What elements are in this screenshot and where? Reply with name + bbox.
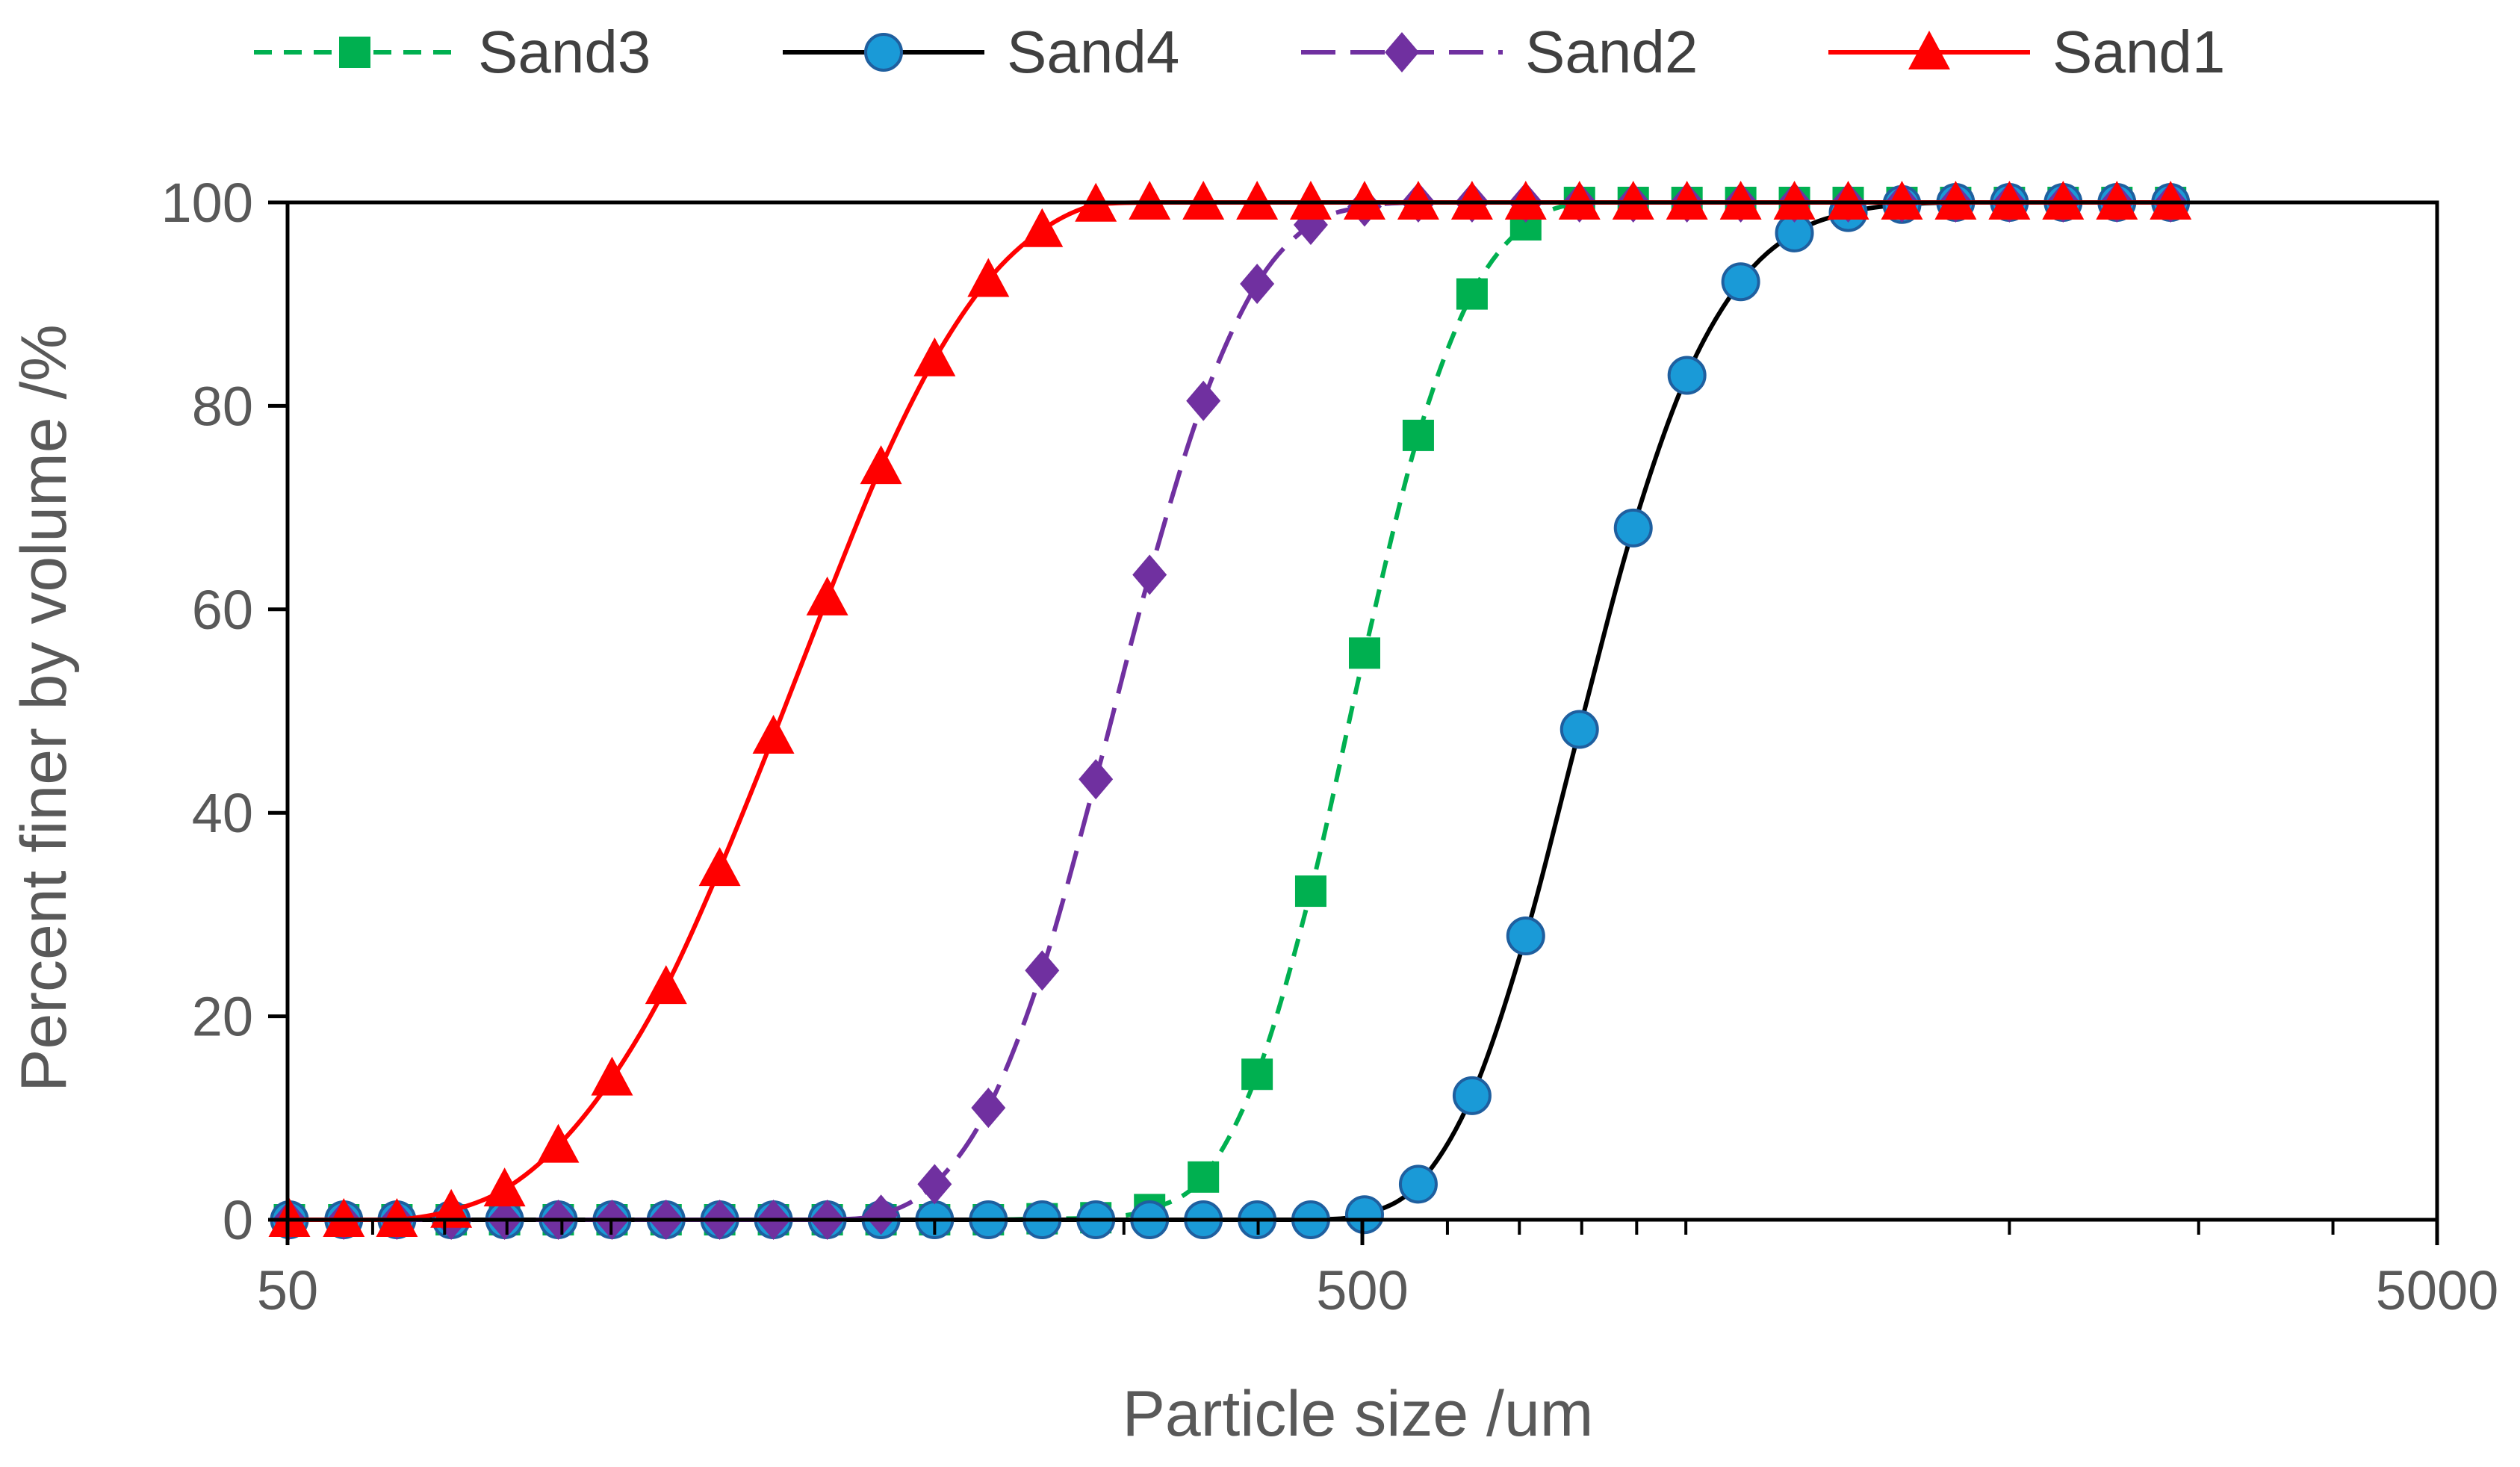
data-point-sand1: [1450, 181, 1493, 220]
y-tick-label: 60: [192, 579, 253, 641]
data-point-sand3: [1294, 875, 1326, 908]
data-point-sand1: [1504, 181, 1547, 220]
series-sand4: [270, 183, 2191, 1239]
legend-entry-sand4: Sand4: [783, 19, 1179, 85]
data-point-sand1: [537, 1123, 580, 1163]
data-point-sand1: [1558, 181, 1601, 220]
data-point-sand1: [1021, 208, 1064, 247]
data-point-sand2: [971, 1088, 1006, 1129]
series-line-sand1: [289, 199, 2171, 1223]
data-point-sand1: [591, 1056, 633, 1096]
data-point-sand2: [1240, 263, 1275, 304]
axes: 0 20 40 60 80 100 50 500 5000: [161, 172, 2499, 1321]
data-point-sand1: [323, 1198, 365, 1237]
data-point-sand2: [1079, 759, 1114, 800]
data-point-sand4: [1452, 1076, 1492, 1115]
series-sand3: [273, 187, 2187, 1235]
data-point-sand2: [863, 1194, 899, 1235]
data-point-sand4: [1613, 508, 1653, 548]
x-tick-label: 50: [257, 1259, 318, 1321]
legend-label-sand1: Sand1: [2052, 19, 2225, 85]
y-tick-label: 20: [192, 986, 253, 1048]
data-point-sand1: [2150, 181, 2192, 220]
data-point-sand2: [1186, 380, 1221, 421]
data-point-sand1: [913, 337, 956, 376]
data-point-sand3: [1348, 637, 1380, 669]
y-tick-label: 80: [192, 375, 253, 437]
data-point-sand1: [1988, 181, 2031, 220]
data-point-sand1: [806, 576, 848, 615]
data-point-sand1: [1827, 181, 1869, 220]
data-point-sand1: [1612, 181, 1654, 220]
data-point-sand1: [1666, 181, 1708, 220]
data-point-sand1: [1934, 181, 1977, 220]
data-point-sand4: [1721, 262, 1760, 302]
data-point-sand1: [698, 847, 741, 887]
y-axis-title: Percent finer by volume /%: [8, 324, 80, 1092]
y-tick-label: 40: [192, 782, 253, 844]
data-point-sand1: [967, 258, 1010, 297]
data-point-sand1: [376, 1198, 418, 1237]
data-point-sand1: [2096, 181, 2138, 220]
data-point-sand3: [1456, 278, 1488, 310]
data-point-sand2: [1132, 554, 1167, 595]
data-point-sand1: [1129, 181, 1171, 220]
y-tick-label: 0: [223, 1189, 253, 1251]
legend-marker-sand3: [339, 37, 370, 68]
data-point-sand3: [1241, 1058, 1273, 1091]
data-point-sand1: [752, 715, 795, 754]
data-point-sand1: [860, 445, 902, 485]
data-point-sand1: [1881, 181, 1923, 220]
legend: Sand3 Sand4 Sand2 Sand1: [254, 19, 2225, 85]
legend-entry-sand1: Sand1: [1828, 19, 2225, 85]
data-point-sand3: [1188, 1161, 1220, 1193]
data-point-sand4: [1398, 1164, 1438, 1204]
data-point-sand1: [2042, 181, 2085, 220]
x-axis-title: Particle size /um: [1123, 1378, 1594, 1450]
data-point-sand1: [1343, 181, 1385, 220]
data-point-sand1: [1773, 181, 1816, 220]
legend-entry-sand3: Sand3: [254, 19, 651, 85]
data-point-sand1: [1289, 181, 1332, 220]
y-tick-label: 100: [161, 172, 253, 234]
data-point-sand4: [1344, 1195, 1384, 1235]
data-point-sand4: [1506, 917, 1545, 956]
series-line-sand3: [289, 199, 2171, 1223]
data-point-sand4: [1560, 710, 1599, 749]
data-point-sand2: [917, 1164, 952, 1205]
series-line-sand4: [289, 199, 2171, 1223]
series-sand2: [272, 182, 2188, 1240]
data-point-sand2: [1025, 950, 1060, 991]
plot-area: [268, 181, 2192, 1240]
legend-label-sand2: Sand2: [1525, 19, 1698, 85]
data-point-sand1: [483, 1167, 526, 1207]
series-line-sand2: [289, 199, 2171, 1223]
legend-marker-sand1: [1908, 31, 1950, 69]
x-tick-label: 500: [1316, 1259, 1408, 1321]
data-point-sand1: [1182, 181, 1225, 220]
legend-entry-sand2: Sand2: [1301, 19, 1698, 85]
data-point-sand1: [645, 965, 687, 1005]
legend-label-sand3: Sand3: [478, 19, 651, 85]
data-point-sand1: [1236, 181, 1279, 220]
data-point-sand3: [1402, 419, 1434, 451]
legend-marker-sand2: [1385, 32, 1419, 72]
data-point-sand1: [1397, 181, 1439, 220]
data-point-sand1: [1719, 181, 1762, 220]
legend-marker-sand4: [864, 33, 903, 72]
legend-label-sand4: Sand4: [1007, 19, 1179, 85]
data-point-sand4: [1667, 356, 1707, 395]
x-tick-label: 5000: [2376, 1259, 2499, 1321]
